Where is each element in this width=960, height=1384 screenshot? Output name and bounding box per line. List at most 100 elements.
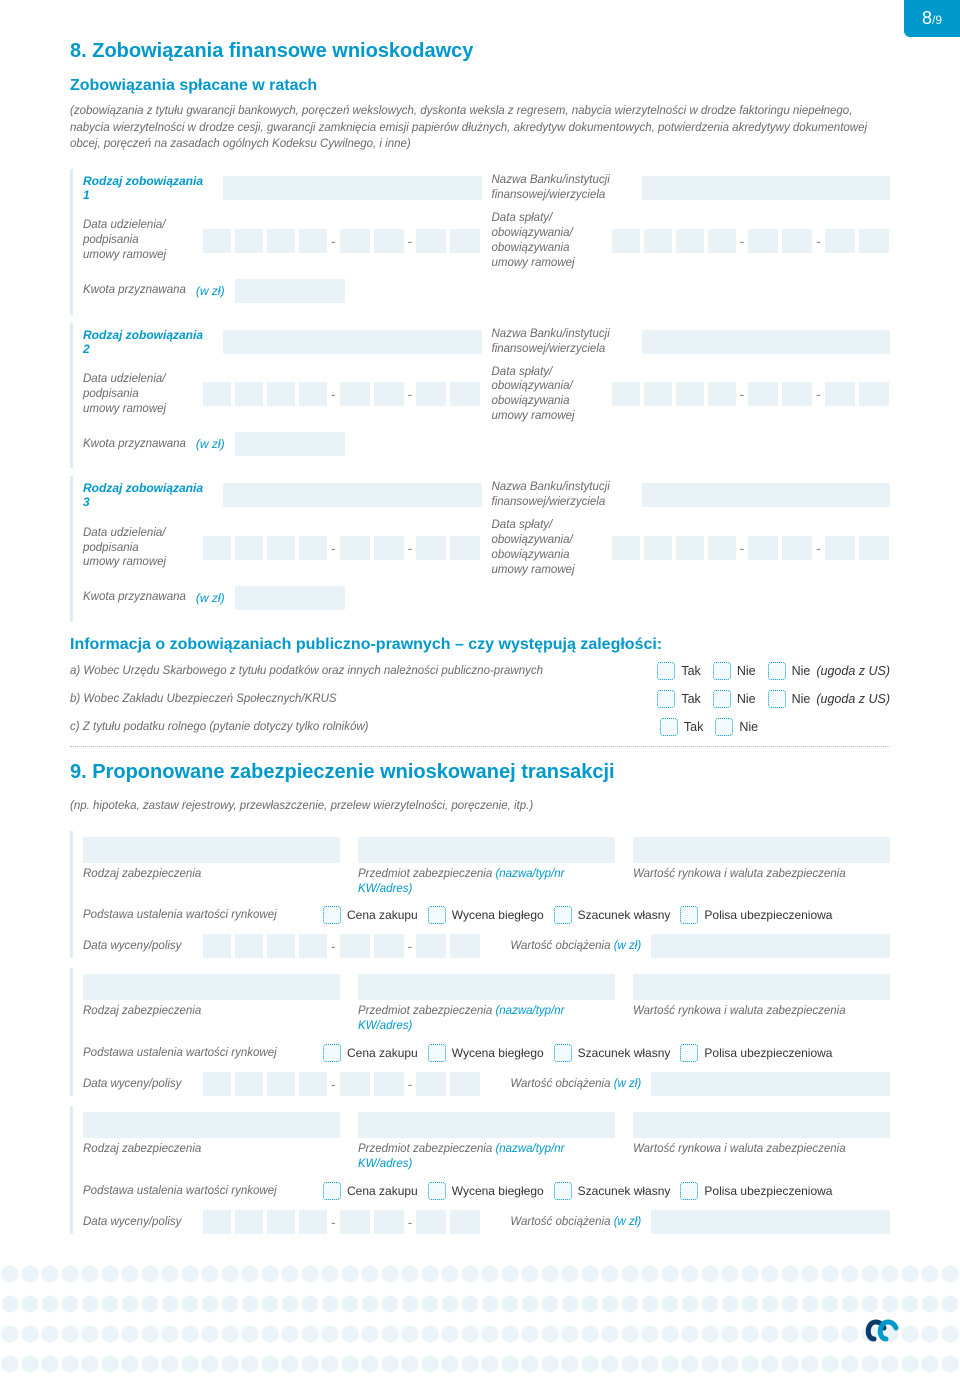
date-box[interactable] [374,934,404,958]
date-box[interactable] [235,1210,263,1234]
date-box[interactable] [450,1072,480,1096]
opt-purchase-price[interactable]: Cena zakupu [323,1044,418,1062]
opt-no-agreement[interactable]: Nie (ugoda z US) [768,662,890,680]
date-box[interactable] [374,382,404,406]
burden-input[interactable] [651,934,890,958]
date-box[interactable] [708,382,736,406]
opt-no[interactable]: Nie [715,718,758,736]
date-box[interactable] [267,1072,295,1096]
checkbox[interactable] [323,1044,341,1062]
opt-own-estimate[interactable]: Szacunek własny [554,906,671,924]
burden-input[interactable] [651,1210,890,1234]
date-box[interactable] [235,1072,263,1096]
date-box[interactable] [450,536,480,560]
date-box[interactable] [203,934,231,958]
date-box[interactable] [782,229,812,253]
date-box[interactable] [340,1210,370,1234]
date-box[interactable] [267,934,295,958]
date-box[interactable] [416,229,446,253]
checkbox[interactable] [715,718,733,736]
checkbox[interactable] [554,1182,572,1200]
date-box[interactable] [450,934,480,958]
date-box[interactable] [267,229,295,253]
checkbox[interactable] [713,662,731,680]
date-box[interactable] [825,382,855,406]
opt-expert-valuation[interactable]: Wycena biegłego [428,1182,544,1200]
opt-expert-valuation[interactable]: Wycena biegłego [428,1044,544,1062]
checkbox[interactable] [657,662,675,680]
date-box[interactable] [612,536,640,560]
collateral-subject-input[interactable] [358,837,615,863]
date-box[interactable] [203,1072,231,1096]
date-box[interactable] [299,229,327,253]
bank-input[interactable] [642,176,891,200]
checkbox[interactable] [768,690,786,708]
opt-own-estimate[interactable]: Szacunek własny [554,1182,671,1200]
date-box[interactable] [450,1210,480,1234]
date-box[interactable] [374,1072,404,1096]
date-box[interactable] [299,382,327,406]
burden-input[interactable] [651,1072,890,1096]
date-box[interactable] [416,934,446,958]
opt-insurance-policy[interactable]: Polisa ubezpieczeniowa [680,906,832,924]
date-box[interactable] [676,382,704,406]
date-box[interactable] [748,536,778,560]
date-box[interactable] [340,536,370,560]
date-box[interactable] [235,382,263,406]
checkbox[interactable] [554,906,572,924]
liability-type-input[interactable] [223,483,482,507]
bank-input[interactable] [642,330,891,354]
opt-expert-valuation[interactable]: Wycena biegłego [428,906,544,924]
date-box[interactable] [340,934,370,958]
date-box[interactable] [235,934,263,958]
date-box[interactable] [203,536,231,560]
date-box[interactable] [374,229,404,253]
date-box[interactable] [859,382,889,406]
opt-yes[interactable]: Tak [657,690,700,708]
date-box[interactable] [859,229,889,253]
date-box[interactable] [644,382,672,406]
date-box[interactable] [203,1210,231,1234]
opt-own-estimate[interactable]: Szacunek własny [554,1044,671,1062]
date-box[interactable] [644,229,672,253]
checkbox[interactable] [323,906,341,924]
date-box[interactable] [748,229,778,253]
checkbox[interactable] [323,1182,341,1200]
checkbox[interactable] [680,1044,698,1062]
date-box[interactable] [299,1210,327,1234]
checkbox[interactable] [428,1044,446,1062]
date-box[interactable] [782,382,812,406]
date-box[interactable] [416,536,446,560]
collateral-subject-input[interactable] [358,974,615,1000]
collateral-market-input[interactable] [633,974,890,1000]
opt-insurance-policy[interactable]: Polisa ubezpieczeniowa [680,1182,832,1200]
checkbox[interactable] [428,906,446,924]
checkbox[interactable] [428,1182,446,1200]
date-box[interactable] [450,229,480,253]
date-box[interactable] [203,382,231,406]
bank-input[interactable] [642,483,891,507]
checkbox[interactable] [554,1044,572,1062]
opt-yes[interactable]: Tak [657,662,700,680]
collateral-type-input[interactable] [83,837,340,863]
date-box[interactable] [299,536,327,560]
date-box[interactable] [340,229,370,253]
opt-insurance-policy[interactable]: Polisa ubezpieczeniowa [680,1044,832,1062]
collateral-market-input[interactable] [633,1112,890,1138]
opt-no[interactable]: Nie [713,662,756,680]
opt-no-agreement[interactable]: Nie (ugoda z US) [768,690,890,708]
amount-input[interactable] [235,586,345,610]
date-box[interactable] [859,536,889,560]
date-box[interactable] [644,536,672,560]
opt-purchase-price[interactable]: Cena zakupu [323,906,418,924]
checkbox[interactable] [713,690,731,708]
liability-type-input[interactable] [223,176,482,200]
checkbox[interactable] [768,662,786,680]
date-box[interactable] [782,536,812,560]
collateral-subject-input[interactable] [358,1112,615,1138]
opt-no[interactable]: Nie [713,690,756,708]
collateral-market-input[interactable] [633,837,890,863]
date-box[interactable] [416,382,446,406]
date-box[interactable] [299,934,327,958]
date-box[interactable] [825,536,855,560]
